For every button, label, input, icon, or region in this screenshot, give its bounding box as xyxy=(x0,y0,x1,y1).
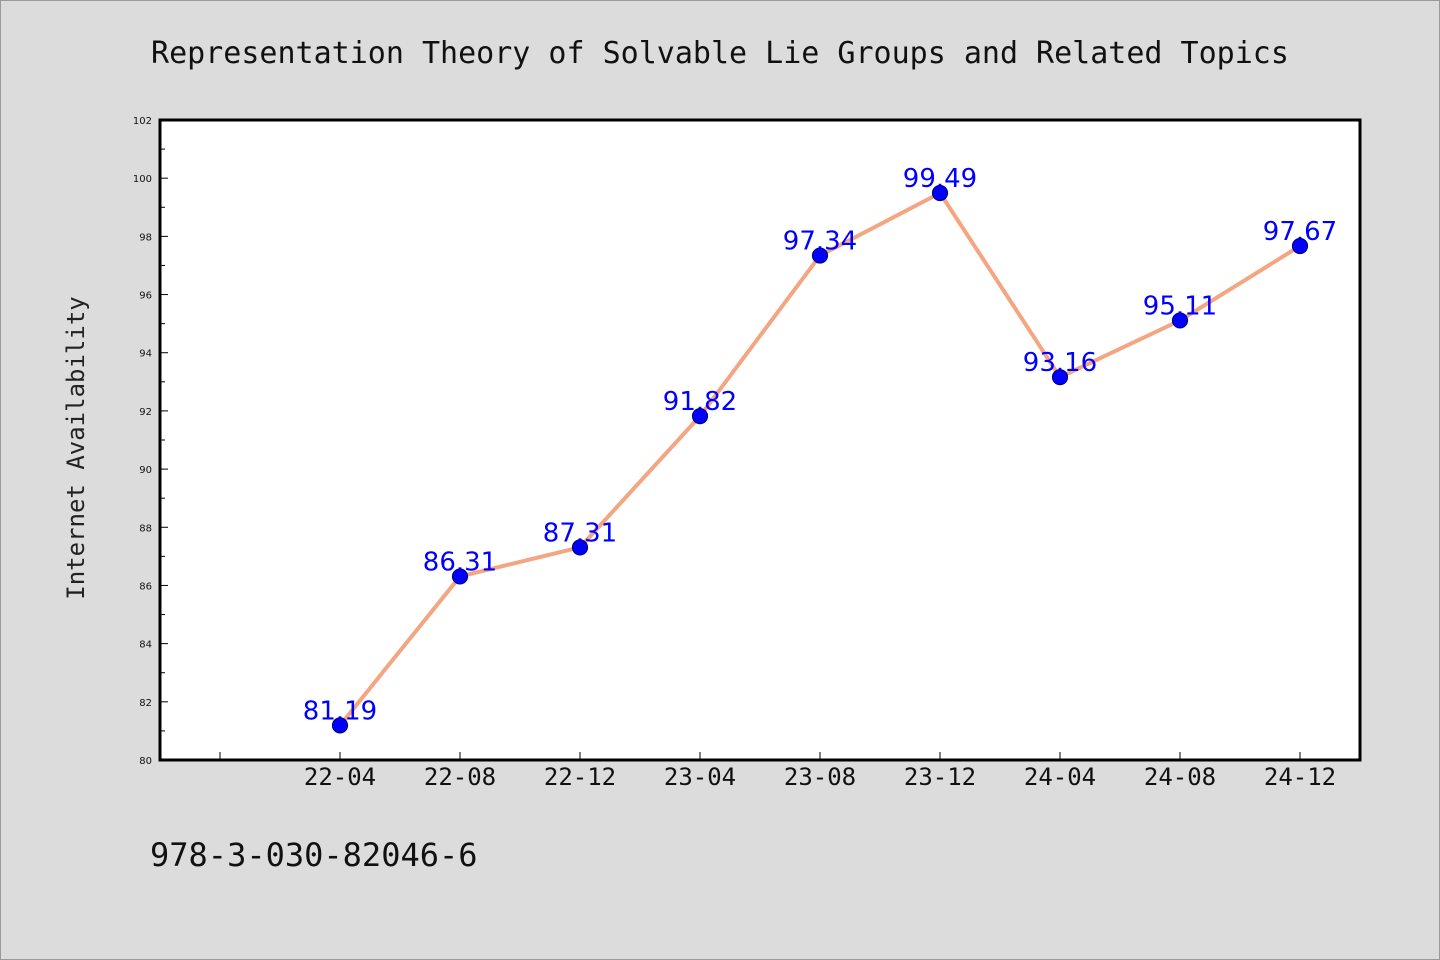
y-tick-label: 80 xyxy=(139,756,152,767)
y-tick-label: 100 xyxy=(133,174,152,185)
y-tick-label: 92 xyxy=(139,407,152,418)
x-tick-label: 24-12 xyxy=(1264,763,1336,791)
y-tick-label: 98 xyxy=(139,232,152,243)
data-point xyxy=(571,539,589,556)
data-point xyxy=(691,408,709,425)
x-tick-label: 23-12 xyxy=(904,763,976,791)
x-tick-label: 23-08 xyxy=(784,763,856,791)
isbn-label: 978-3-030-82046-6 xyxy=(150,836,478,874)
x-axis-ticks: 22-04 22-08 22-12 23-04 23-08 23-12 24-04 24-08… xyxy=(219,752,1336,791)
y-axis-label: Internet Availability xyxy=(62,296,90,599)
x-tick-label: 23-04 xyxy=(664,763,736,791)
plot-area xyxy=(158,118,1362,762)
data-point xyxy=(451,568,469,585)
y-tick-label: 94 xyxy=(139,349,152,360)
data-point xyxy=(931,184,949,202)
x-tick-label: 24-08 xyxy=(1144,763,1216,791)
x-tick-label: 24-04 xyxy=(1024,763,1096,791)
x-tick-label: 22-04 xyxy=(304,763,376,791)
data-point xyxy=(1171,312,1189,329)
x-tick-label: 22-12 xyxy=(544,763,616,791)
data-point xyxy=(1051,369,1069,386)
x-tick-label: 22-08 xyxy=(424,763,496,791)
y-tick-label: 88 xyxy=(139,523,152,534)
series-layer: 81.1986.3187.3191.8297.3499.4993.1695.11… xyxy=(303,164,1337,734)
y-tick-label: 86 xyxy=(139,581,152,592)
chart-title: Representation Theory of Solvable Lie Gr… xyxy=(151,36,1289,71)
data-point xyxy=(1291,237,1309,255)
data-point xyxy=(811,247,829,264)
y-axis-ticks: 80 82 84 86 88 90 92 94 96 98 100 102 xyxy=(133,116,168,767)
y-tick-label: 82 xyxy=(139,698,152,709)
y-tick-label: 96 xyxy=(139,291,152,302)
y-tick-label: 102 xyxy=(133,116,152,127)
y-tick-label: 90 xyxy=(139,465,152,476)
y-tick-label: 84 xyxy=(139,640,152,651)
data-point xyxy=(331,717,349,734)
